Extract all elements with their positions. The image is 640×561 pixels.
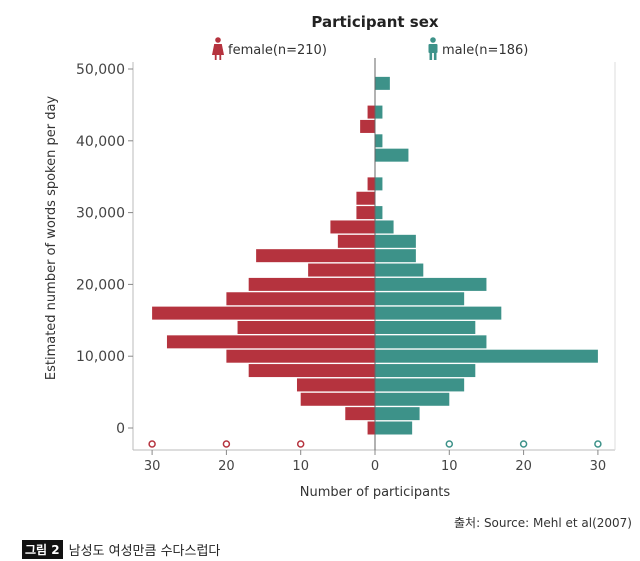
bar-left-20000 bbox=[248, 277, 375, 291]
female-icon bbox=[212, 37, 224, 60]
bar-right-30000 bbox=[375, 206, 383, 220]
bar-right-18000 bbox=[375, 292, 465, 306]
chart: Participant sex female(n=210) male(n=186… bbox=[44, 13, 616, 500]
x-tick-label: 20 bbox=[218, 459, 235, 474]
bar-left-10000 bbox=[226, 349, 375, 363]
x-tick-marker bbox=[519, 440, 528, 448]
x-tick-marker bbox=[222, 440, 231, 448]
y-axis-label: Estimated number of words spoken per day bbox=[44, 96, 59, 381]
bar-right-24000 bbox=[375, 249, 416, 263]
bar-right-40000 bbox=[375, 134, 383, 148]
bar-left-44000 bbox=[367, 105, 375, 119]
bar-left-30000 bbox=[356, 206, 375, 220]
bar-right-38000 bbox=[375, 148, 409, 162]
bar-left-8000 bbox=[248, 364, 375, 378]
bar-right-16000 bbox=[375, 306, 502, 320]
bar-left-32000 bbox=[356, 191, 375, 205]
bars bbox=[152, 58, 598, 450]
bar-right-22000 bbox=[375, 263, 424, 277]
plot-frame bbox=[132, 62, 616, 451]
bar-left-28000 bbox=[330, 220, 375, 234]
bar-left-24000 bbox=[256, 249, 375, 263]
bar-left-16000 bbox=[152, 306, 375, 320]
y-tick-label: 50,000 bbox=[76, 62, 125, 78]
bar-right-20000 bbox=[375, 277, 487, 291]
bar-left-12000 bbox=[166, 335, 375, 349]
y-tick-label: 40,000 bbox=[76, 134, 125, 150]
bar-right-10000 bbox=[375, 349, 598, 363]
bar-left-18000 bbox=[226, 292, 375, 306]
bar-left-42000 bbox=[360, 119, 375, 133]
x-tick-label: 20 bbox=[515, 459, 532, 474]
bar-right-12000 bbox=[375, 335, 487, 349]
x-tick-label: 0 bbox=[371, 459, 379, 474]
bar-left-6000 bbox=[296, 378, 375, 392]
x-tick-label: 30 bbox=[590, 459, 607, 474]
bar-left-0 bbox=[367, 421, 375, 435]
bar-right-26000 bbox=[375, 234, 416, 248]
y-tick-label: 30,000 bbox=[76, 206, 125, 222]
bar-left-22000 bbox=[308, 263, 375, 277]
bar-left-14000 bbox=[237, 320, 375, 334]
bar-right-8000 bbox=[375, 364, 476, 378]
bar-right-44000 bbox=[375, 105, 383, 119]
x-tick-marker bbox=[445, 440, 454, 448]
bar-right-2000 bbox=[375, 407, 420, 421]
y-tick-label: 0 bbox=[116, 421, 125, 437]
source-note: 출처: Source: Mehl et al(2007) bbox=[454, 516, 632, 530]
x-tick-label: 10 bbox=[292, 459, 309, 474]
x-tick-marker bbox=[594, 440, 602, 448]
bar-right-28000 bbox=[375, 220, 394, 234]
bar-left-34000 bbox=[367, 177, 375, 191]
chart-title: Participant sex bbox=[311, 13, 438, 31]
bar-right-6000 bbox=[375, 378, 465, 392]
bar-left-2000 bbox=[345, 407, 375, 421]
x-axis: 30 20 10 0 10 20 30 bbox=[144, 440, 607, 474]
x-tick-marker bbox=[296, 440, 305, 448]
bar-right-48000 bbox=[375, 76, 390, 90]
legend-female-label: female(n=210) bbox=[228, 43, 327, 58]
y-tick-label: 20,000 bbox=[76, 277, 125, 293]
caption-text: 남성도 여성만큼 수다스럽다 bbox=[68, 544, 221, 559]
x-tick-label: 30 bbox=[144, 459, 161, 474]
y-axis: 0 10,000 20,000 30,000 40,000 50,000 bbox=[76, 62, 133, 437]
x-axis-label: Number of participants bbox=[300, 485, 451, 500]
legend: female(n=210) male(n=186) bbox=[212, 37, 528, 60]
x-tick-label: 10 bbox=[441, 459, 458, 474]
bar-right-4000 bbox=[375, 392, 450, 406]
legend-male-label: male(n=186) bbox=[442, 43, 528, 58]
bar-left-4000 bbox=[300, 392, 375, 406]
caption-label: 그림 2 bbox=[22, 540, 63, 559]
bar-right-0 bbox=[375, 421, 413, 435]
x-tick-marker bbox=[148, 440, 156, 448]
figure-caption: 그림 2 남성도 여성만큼 수다스럽다 bbox=[22, 540, 220, 559]
bar-left-26000 bbox=[337, 234, 375, 248]
male-icon bbox=[428, 37, 438, 60]
bar-right-14000 bbox=[375, 320, 476, 334]
bar-right-34000 bbox=[375, 177, 383, 191]
y-tick-label: 10,000 bbox=[76, 349, 125, 365]
